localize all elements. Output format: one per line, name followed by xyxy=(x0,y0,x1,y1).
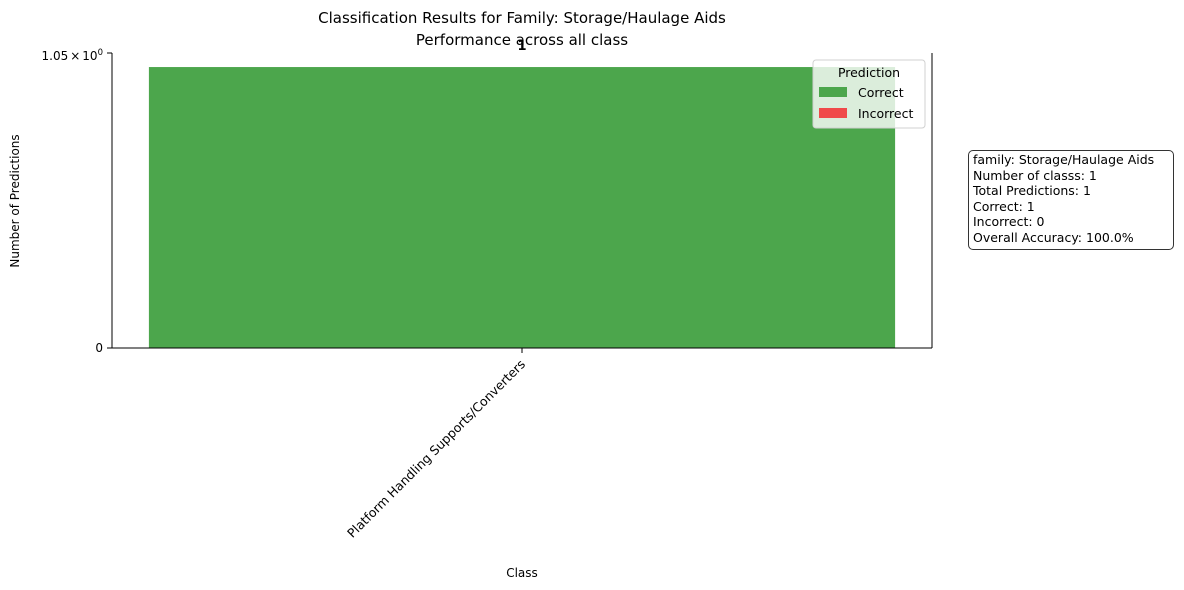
stats-line-total: Total Predictions: 1 xyxy=(973,183,1091,199)
stats-line-accuracy: Overall Accuracy: 100.0% xyxy=(973,229,1134,245)
stats-line-num-classes: Number of classs: 1 xyxy=(973,167,1097,183)
chart-subtitle: Performance across all class xyxy=(416,31,628,49)
x-ticks-group: Platform Handling Supports/Converters xyxy=(344,348,528,541)
x-tick-label: Platform Handling Supports/Converters xyxy=(344,357,528,541)
legend: Prediction Correct Incorrect xyxy=(812,59,926,129)
stats-box: family: Storage/Haulage Aids Number of c… xyxy=(968,150,1174,250)
chart-title: Classification Results for Family: Stora… xyxy=(318,9,726,27)
legend-label-incorrect: Incorrect xyxy=(858,106,913,121)
y-tick-label-top: 1.05 × 100 xyxy=(42,48,103,63)
y-tick-label-zero: 0 xyxy=(95,341,103,355)
x-axis-label: Class xyxy=(506,566,538,580)
legend-swatch-incorrect xyxy=(819,108,847,118)
bars-group xyxy=(148,67,896,349)
stats-line-correct: Correct: 1 xyxy=(973,198,1035,214)
legend-swatch-correct xyxy=(819,87,847,97)
stats-line-family: family: Storage/Haulage Aids xyxy=(973,152,1155,167)
legend-title: Prediction xyxy=(838,65,900,80)
bar-labels-group: 1 xyxy=(517,39,526,54)
stats-line-incorrect: Incorrect: 0 xyxy=(973,214,1045,230)
bar-total-label: 1 xyxy=(517,39,526,54)
bar-correct xyxy=(148,67,896,349)
y-axis-label: Number of Predictions xyxy=(8,134,22,267)
legend-label-correct: Correct xyxy=(858,85,904,100)
